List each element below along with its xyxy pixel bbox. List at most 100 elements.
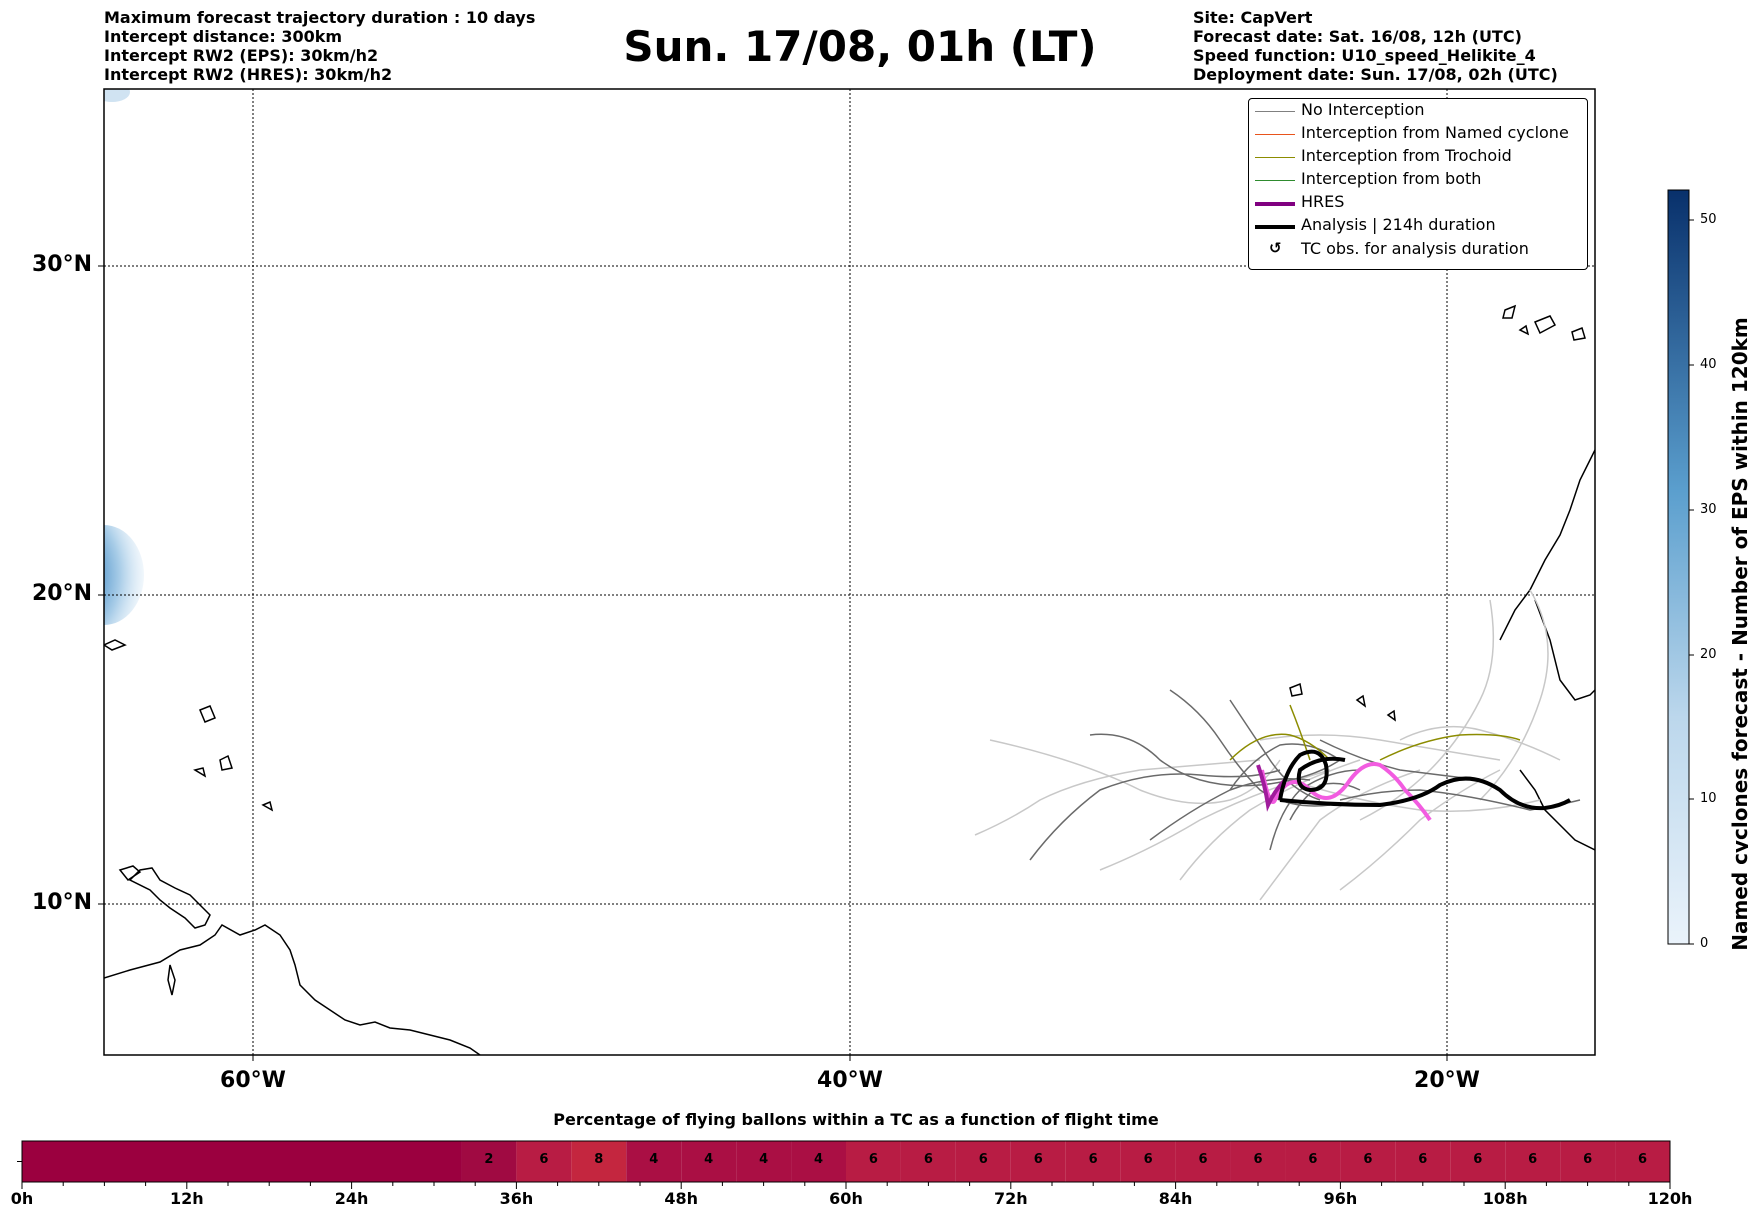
header-right: Site: CapVert Forecast date: Sat. 16/08,… [1193, 8, 1558, 84]
bar-cell [846, 1141, 901, 1182]
bar-cell [1120, 1141, 1176, 1182]
bar-cell-value: 6 [1473, 1152, 1483, 1167]
lat-label-30n: 30°N [32, 252, 93, 277]
bar-cell [1010, 1141, 1066, 1182]
legend-item-trochoid: Interception from Trochoid [1249, 146, 1587, 168]
analysis-track [1279, 776, 1572, 811]
bar-cell-value: 6 [1528, 1152, 1538, 1167]
bar-time-label: 12h [169, 1189, 204, 1208]
flight-time-ticks [17, 1161, 1671, 1189]
bar-cell [791, 1141, 846, 1182]
bar-cell-value: 8 [594, 1152, 604, 1167]
coastlines [104, 304, 1595, 1055]
bar-empty-segment [22, 1141, 462, 1182]
legend-label: Interception from Trochoid [1301, 146, 1512, 165]
legend-swatch [1255, 202, 1295, 206]
cyclone-symbol-icon: ↺ [1269, 239, 1282, 257]
bar-cell-value: 4 [759, 1152, 769, 1167]
bar-cell [461, 1141, 517, 1182]
lat-label-10n: 10°N [32, 890, 93, 915]
bar-cell [736, 1141, 792, 1182]
bar-title: Percentage of flying ballons within a TC… [553, 1110, 1159, 1129]
legend-swatch [1255, 111, 1295, 112]
bar-cell [681, 1141, 737, 1182]
bar-time-label: 48h [664, 1189, 699, 1208]
page-title: Sun. 17/08, 01h (LT) [623, 22, 1097, 71]
legend-label: Interception from Named cyclone [1301, 123, 1569, 142]
legend-swatch [1255, 134, 1295, 135]
map-plot-area [104, 89, 1595, 1055]
bar-cell [1230, 1141, 1286, 1182]
lon-label-60w: 60°W [220, 1068, 286, 1093]
bar-time-label: 0h [10, 1189, 34, 1208]
bar-cell-value: 4 [814, 1152, 824, 1167]
bar-cell-value: 6 [1308, 1152, 1318, 1167]
bar-cell-value: 6 [1033, 1152, 1043, 1167]
bar-cell [955, 1141, 1011, 1182]
bar-cell-value: 6 [1088, 1152, 1098, 1167]
bar-time-label: 60h [829, 1189, 863, 1208]
legend-item-tc-obs: ↺ TC obs. for analysis duration [1249, 239, 1587, 261]
header-intercept-eps: Intercept RW2 (EPS): 30km/h2 [104, 46, 379, 65]
map-legend: No Interception Interception from Named … [1248, 98, 1588, 270]
bar-time-label: 36h [499, 1189, 534, 1208]
colorbar-tick-label: 10 [1700, 791, 1717, 806]
colorbar-tick-label: 0 [1700, 936, 1709, 951]
legend-swatch [1255, 225, 1295, 229]
bar-time-label: 108h [1482, 1189, 1528, 1208]
bar-time-label: 120h [1647, 1189, 1693, 1208]
bar-cell-value: 4 [649, 1152, 659, 1167]
bar-time-label: 24h [334, 1189, 369, 1208]
bar-cell-value: 6 [868, 1152, 878, 1167]
header-left: Maximum forecast trajectory duration : 1… [104, 8, 535, 84]
bar-cell-value: 6 [1253, 1152, 1263, 1167]
header-intercept-hres: Intercept RW2 (HRES): 30km/h2 [104, 65, 393, 84]
bar-cell-value: 6 [1638, 1152, 1648, 1167]
bar-cell [1615, 1141, 1670, 1182]
bar-cell-value: 6 [1198, 1152, 1208, 1167]
legend-item-no-interception: No Interception [1249, 100, 1587, 122]
legend-swatch [1255, 180, 1295, 181]
legend-label: HRES [1301, 192, 1345, 211]
colorbar-label: Named cyclones forecast - Number of EPS … [1728, 317, 1748, 951]
bar-cell [626, 1141, 682, 1182]
bar-cell [1175, 1141, 1231, 1182]
hres-light-track [1260, 762, 1432, 822]
bar-time-label: 96h [1323, 1189, 1358, 1208]
legend-item-hres: HRES [1249, 192, 1587, 214]
lon-label-40w: 40°W [817, 1068, 883, 1093]
bar-cell [1285, 1141, 1341, 1182]
bar-cell [1505, 1141, 1561, 1182]
bar-time-label: 84h [1158, 1189, 1193, 1208]
trajectories-no-interception-light [974, 589, 1561, 901]
legend-item-both: Interception from both [1249, 169, 1587, 191]
lon-label-20w: 20°W [1414, 1068, 1480, 1093]
bar-cell [1450, 1141, 1506, 1182]
colorbar-tick-label: 30 [1700, 502, 1717, 517]
hres-track [1256, 764, 1287, 812]
header-forecast-date: Forecast date: Sat. 16/08, 12h (UTC) [1193, 27, 1522, 46]
bar-cell-value: 6 [978, 1152, 988, 1167]
bar-cell-value: 2 [484, 1152, 494, 1167]
header-speed-function: Speed function: U10_speed_Helikite_4 [1193, 46, 1536, 65]
bar-cell [900, 1141, 956, 1182]
cyclone-density-blob [104, 525, 144, 625]
colorbar-tick-label: 40 [1700, 357, 1717, 372]
trajectories-no-interception [1029, 689, 1581, 861]
cyclone-density-blob-top [104, 89, 130, 102]
analysis-loop [1278, 749, 1346, 801]
lat-label-20n: 20°N [32, 581, 93, 606]
bar-time-label: 72h [993, 1189, 1028, 1208]
legend-label: Interception from both [1301, 169, 1482, 188]
legend-item-named-cyclone: Interception from Named cyclone [1249, 123, 1587, 145]
header-intercept-distance: Intercept distance: 300km [104, 27, 343, 46]
bar-cell-value: 6 [923, 1152, 933, 1167]
flight-time-bar [21, 1140, 1671, 1183]
bar-cell-value: 6 [1143, 1152, 1153, 1167]
legend-item-analysis: Analysis | 214h duration [1249, 215, 1587, 237]
header-deployment-date: Deployment date: Sun. 17/08, 02h (UTC) [1193, 65, 1558, 84]
lon-ticks [252, 1055, 1448, 1061]
header-site: Site: CapVert [1193, 8, 1313, 27]
legend-label: No Interception [1301, 100, 1425, 119]
bar-cell [1395, 1141, 1451, 1182]
